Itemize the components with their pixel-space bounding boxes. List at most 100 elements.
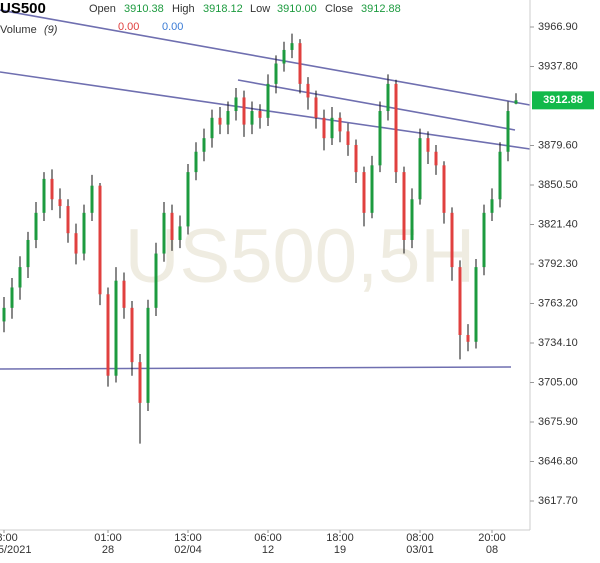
candle-body — [498, 151, 502, 200]
candle-body — [362, 172, 366, 213]
candle-body — [298, 43, 302, 84]
x-tick-label: 18:00 — [0, 532, 18, 544]
candle-body — [346, 131, 350, 145]
candle-body — [426, 138, 430, 152]
candle-body — [394, 83, 398, 173]
candle-body — [322, 117, 326, 139]
y-tick-label: 3937.80 — [538, 60, 578, 72]
x-tick-label: 02/04 — [174, 544, 202, 556]
candle-body — [114, 280, 118, 376]
candle-body — [314, 97, 318, 118]
candle-body — [306, 83, 310, 98]
trend-line — [0, 71, 531, 150]
y-tick-label: 3821.40 — [538, 218, 578, 230]
trend-line — [0, 366, 512, 370]
candle-body — [274, 63, 278, 84]
x-tick-label: 18:00 — [326, 532, 354, 544]
x-tick-label: 08 — [486, 544, 498, 556]
candle-body — [482, 212, 486, 268]
candle-body — [74, 233, 78, 254]
x-tick-label: 28 — [102, 544, 114, 556]
candle-body — [66, 206, 70, 234]
candle-body — [490, 199, 494, 213]
header-value: 3918.12 — [203, 3, 243, 15]
candle-body — [506, 111, 510, 152]
candle-body — [434, 151, 438, 166]
x-tick-label: 03/01 — [406, 544, 434, 556]
candle-body — [466, 334, 470, 342]
header-value: 3910.00 — [277, 3, 317, 15]
candle-body — [378, 111, 382, 166]
header-label: High — [172, 3, 195, 15]
price-tag — [532, 91, 594, 110]
candle-body — [210, 117, 214, 139]
x-tick-label: 19 — [334, 544, 346, 556]
candle-body — [442, 165, 446, 213]
candle-body — [258, 111, 262, 118]
candle-body — [194, 151, 198, 173]
volume-label: Volume — [0, 24, 37, 36]
candle-body — [50, 178, 54, 200]
candle-body — [82, 212, 86, 254]
candle-body — [98, 185, 102, 295]
x-tick-label: 20:00 — [478, 532, 506, 544]
candle-body — [170, 212, 174, 240]
candle-body — [226, 111, 230, 125]
candle-body — [90, 185, 94, 213]
x-tick-label: 06:00 — [254, 532, 282, 544]
x-tick-label: 12 — [262, 544, 274, 556]
candle-body — [250, 111, 254, 125]
candle-body — [338, 117, 342, 132]
candle-body — [42, 178, 46, 213]
y-tick-label: 3734.10 — [538, 337, 578, 349]
candle-body — [458, 267, 462, 335]
header-label: Open — [89, 3, 116, 15]
candle-body — [34, 212, 38, 240]
trend-line — [0, 9, 531, 106]
candle-body — [186, 172, 190, 227]
header-label: Low — [250, 3, 270, 15]
candle-body — [474, 267, 478, 342]
candle-body — [178, 226, 182, 240]
candle-body — [290, 43, 294, 50]
header-label: Close — [325, 3, 353, 15]
candle-body — [58, 199, 62, 207]
candle-body — [354, 144, 358, 173]
candle-body — [402, 172, 406, 240]
y-tick-label: 3763.20 — [538, 297, 578, 309]
candle-body — [202, 138, 206, 152]
x-tick-label: 01/15/2021 — [0, 544, 32, 556]
candle-body — [130, 307, 134, 363]
x-tick-label: 08:00 — [406, 532, 434, 544]
candle-body — [162, 212, 166, 254]
header-value: 3912.88 — [361, 3, 401, 15]
watermark: US500,5H — [125, 214, 476, 299]
y-tick-label: 3646.80 — [538, 455, 578, 467]
candle-body — [450, 212, 454, 268]
candle-body — [330, 117, 334, 139]
candle-body — [386, 83, 390, 112]
candle-body — [2, 307, 6, 322]
candle-body — [514, 100, 518, 104]
candle-body — [18, 267, 22, 288]
y-tick-label: 3675.90 — [538, 416, 578, 428]
y-tick-label: 3705.00 — [538, 376, 578, 388]
x-tick-label: 13:00 — [174, 532, 202, 544]
candle-body — [146, 307, 150, 403]
trend-line — [237, 79, 516, 131]
candle-body — [106, 294, 110, 376]
candle-body — [234, 97, 238, 112]
volume-value: 0.00 — [162, 21, 183, 33]
volume-value: 0.00 — [118, 21, 139, 33]
candle-body — [138, 362, 142, 403]
candle-body — [154, 253, 158, 308]
candle-body — [370, 165, 374, 213]
y-tick-label: 3966.90 — [538, 21, 578, 33]
candle-body — [266, 83, 270, 118]
candle-body — [418, 138, 422, 200]
candle-body — [410, 199, 414, 240]
symbol: US500 — [0, 0, 46, 17]
candle-body — [10, 287, 14, 308]
price-tag-label: 3912.88 — [543, 94, 583, 106]
